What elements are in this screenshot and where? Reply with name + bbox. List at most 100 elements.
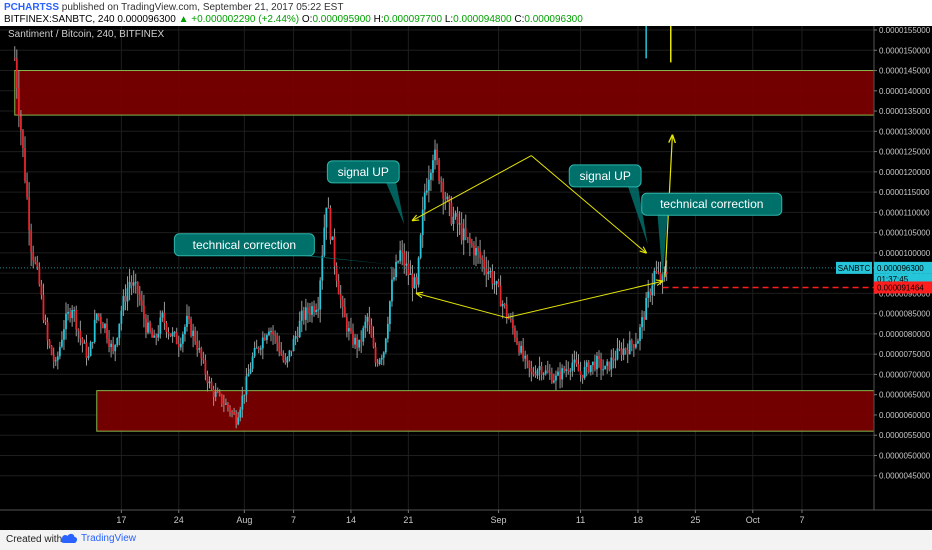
candle-body <box>186 315 188 327</box>
candle-body <box>227 403 229 408</box>
time-tick-label: 14 <box>346 515 356 525</box>
candle-body <box>645 297 648 320</box>
price-tick-label: 0.0000085000 <box>879 310 931 319</box>
candle-body <box>161 312 164 318</box>
candle-body <box>395 261 397 278</box>
candle-body <box>583 366 586 378</box>
candle-body <box>479 251 482 258</box>
price-tick-label: 0.0000110000 <box>879 208 930 217</box>
candle-body <box>458 223 461 225</box>
created-with-label: Created with <box>6 534 63 545</box>
candle-body <box>628 340 631 354</box>
candle-body <box>493 283 496 285</box>
candle-body <box>528 360 531 369</box>
price-tick-label: 0.0000060000 <box>879 411 931 420</box>
candle-body <box>247 373 250 377</box>
tradingview-cloud-icon <box>60 533 78 543</box>
candle-body <box>241 395 244 410</box>
candle-body <box>520 345 523 353</box>
candle-body <box>425 190 428 193</box>
candle-body <box>405 263 408 266</box>
callout-box <box>326 160 400 184</box>
candle-body <box>20 115 22 131</box>
price-tick-label: 0.0000150000 <box>879 46 931 55</box>
author-link[interactable]: PCHARTSS <box>4 2 60 13</box>
candle-body <box>503 303 506 305</box>
candle-body <box>108 338 110 348</box>
candle-body <box>409 273 412 275</box>
candle-body <box>473 245 475 256</box>
candle-body <box>329 208 332 240</box>
candle-body <box>321 255 324 281</box>
candle-body <box>335 265 338 281</box>
candle-body <box>130 281 133 286</box>
candle-body <box>567 369 570 372</box>
candle-body <box>657 272 660 274</box>
candle-body <box>507 316 510 319</box>
candlestick-chart[interactable]: signal UP technical correction signal UP te… <box>0 26 932 530</box>
candle-body <box>309 312 311 315</box>
candle-body <box>471 243 473 246</box>
candle-body <box>327 207 330 209</box>
candle-body <box>157 333 160 338</box>
candle-body <box>54 360 57 362</box>
candle-body <box>34 260 37 262</box>
candle-body <box>585 362 588 367</box>
chart-area[interactable]: signal UP technical correction signal UP te… <box>0 26 932 530</box>
candle-body <box>32 251 35 261</box>
candle-body <box>348 328 350 332</box>
candle-body <box>317 309 320 311</box>
candle-body <box>190 319 192 336</box>
annotation-callout[interactable]: technical correction <box>173 233 397 266</box>
candle-body <box>28 196 31 231</box>
candle-body <box>501 303 504 307</box>
trend-arrow <box>531 155 646 253</box>
candle-body <box>116 338 119 346</box>
symbol-label: BITFINEX:SANBTC, 240 <box>4 14 115 25</box>
close-value: 0.000096300 <box>524 14 583 25</box>
candle-body <box>553 380 555 383</box>
time-axis[interactable]: 17 24 Aug 7 14 21 Sep 11 18 25 Oct 7 <box>0 509 932 525</box>
candle-body <box>489 271 492 273</box>
callout-box <box>568 164 642 188</box>
publish-info: published on TradingView.com, September … <box>61 2 344 13</box>
annotation-callout[interactable]: signal UP <box>326 160 405 225</box>
candle-body <box>548 372 551 374</box>
candle-body <box>509 318 512 320</box>
candle-body <box>454 213 457 217</box>
annotation-callout[interactable]: technical correction <box>641 192 783 278</box>
candle-body <box>444 198 447 200</box>
chart-title: Santiment / Bitcoin, 240, BITFINEX <box>8 29 165 40</box>
high-label: H: <box>373 14 384 25</box>
candle-body <box>481 257 484 260</box>
candle-body <box>376 362 379 364</box>
candle-body <box>415 277 418 285</box>
candle-body <box>380 357 383 360</box>
candle-body <box>565 369 568 371</box>
candle-body <box>491 271 494 284</box>
trend-arrow <box>417 293 507 319</box>
candle-body <box>522 345 525 359</box>
candle-body <box>532 372 535 375</box>
candle-body <box>505 304 508 317</box>
candle-body <box>563 368 566 371</box>
candle-body <box>432 160 434 173</box>
candle-body <box>624 348 627 350</box>
tradingview-link[interactable]: TradingView <box>60 532 136 544</box>
candle-body <box>140 300 143 306</box>
price-tick-label: 0.0000065000 <box>879 391 931 400</box>
candle-body <box>149 322 151 332</box>
time-tick-label: 18 <box>633 515 643 525</box>
time-tick-label: 7 <box>799 515 804 525</box>
candle-body <box>526 355 529 361</box>
candle-body <box>370 325 373 338</box>
annotation-callout[interactable]: signal UP <box>568 164 648 245</box>
candle-body <box>202 358 205 361</box>
candle-body <box>231 412 233 414</box>
candle-body <box>237 417 240 425</box>
candle-body <box>42 295 45 321</box>
candle-body <box>497 281 500 286</box>
candle-body <box>177 343 180 348</box>
candle-body <box>466 237 469 239</box>
candle-body <box>323 227 326 256</box>
